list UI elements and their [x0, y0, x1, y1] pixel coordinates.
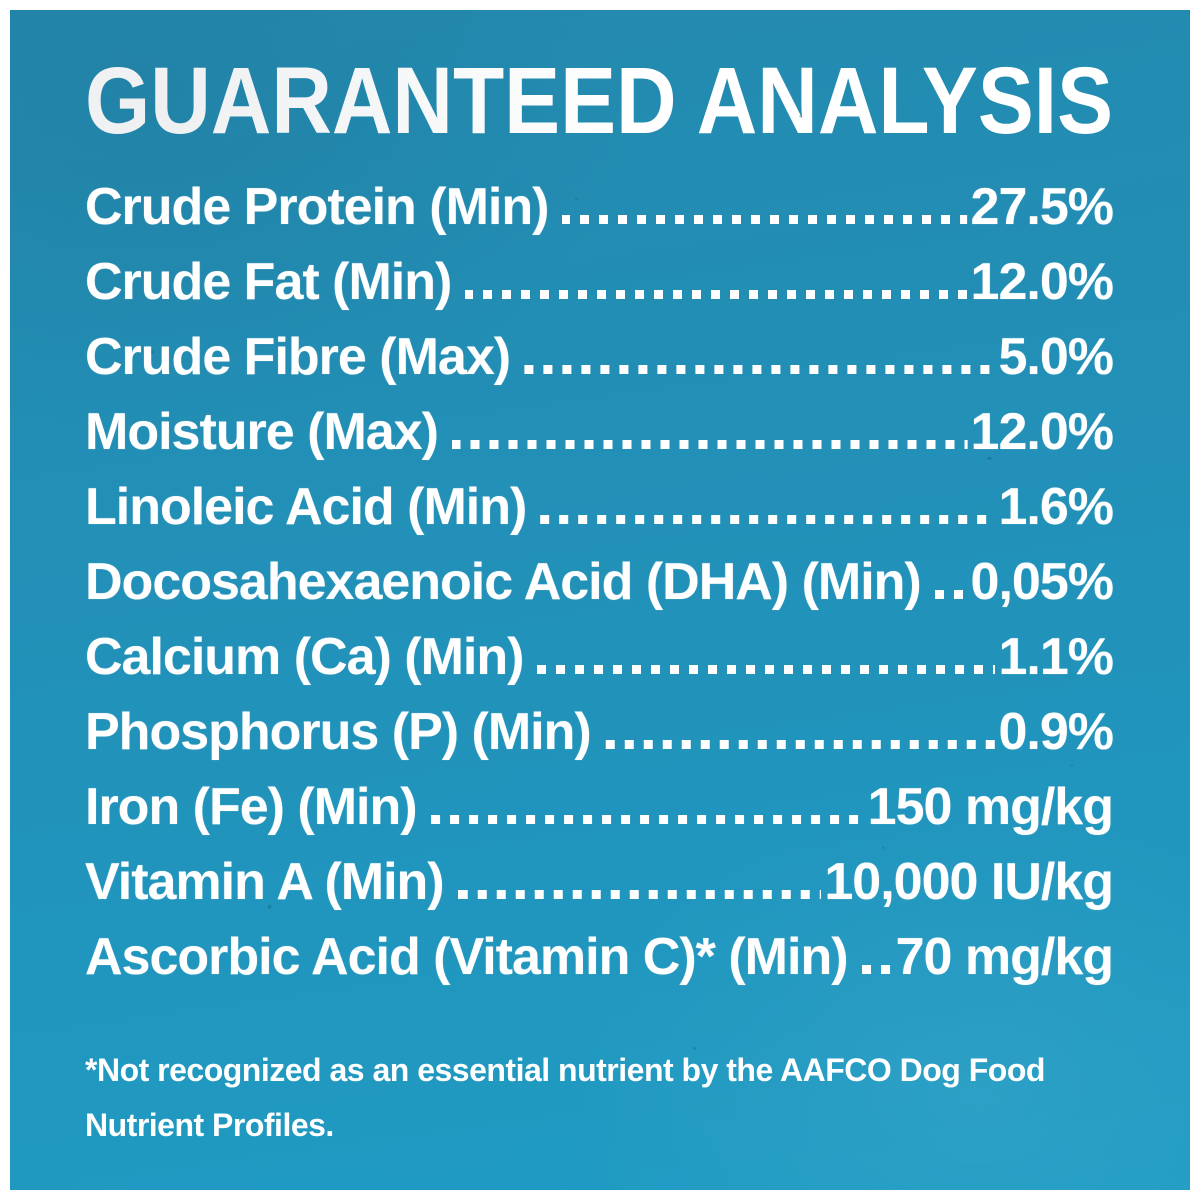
nutrient-label: Linoleic Acid (Min)	[85, 478, 527, 536]
analysis-row: Vitamin A (Min) 10,000 IU/kg	[85, 845, 1114, 920]
nutrient-value: 1.6%	[998, 478, 1114, 536]
leader-dots	[451, 440, 968, 449]
leader-dots	[524, 365, 996, 374]
nutrient-label: Crude Protein (Min)	[85, 178, 549, 236]
nutrient-label: Vitamin A (Min)	[85, 853, 445, 911]
nutrient-label: Iron (Fe) (Min)	[85, 778, 418, 836]
nutrient-value: 70 mg/kg	[895, 928, 1114, 986]
nutrient-value: 150 mg/kg	[867, 778, 1114, 836]
analysis-row: Phosphorus (P) (Min) 0.9%	[85, 695, 1114, 770]
analysis-row: Calcium (Ca) (Min) 1.1%	[85, 620, 1114, 695]
leader-dots	[562, 215, 968, 224]
nutrient-label: Crude Fibre (Max)	[85, 328, 511, 386]
leader-dots	[934, 590, 968, 599]
footnote-line-1: *Not recognized as an essential nutrient…	[85, 1052, 1045, 1088]
leader-dots	[465, 290, 968, 299]
nutrient-label: Phosphorus (P) (Min)	[85, 703, 592, 761]
leader-dots	[604, 740, 996, 749]
nutrient-label: Moisture (Max)	[85, 403, 439, 461]
nutrient-value: 0.9%	[998, 703, 1114, 761]
analysis-row: Crude Fat (Min) 12.0%	[85, 245, 1114, 320]
nutrient-value: 5.0%	[998, 328, 1114, 386]
page-title: GUARANTEED ANALYSIS	[85, 60, 1113, 138]
nutrient-label: Crude Fat (Min)	[85, 253, 452, 311]
leader-dots	[430, 815, 865, 824]
nutrient-value: 1.1%	[998, 628, 1114, 686]
leader-dots	[540, 515, 996, 524]
nutrient-label: Calcium (Ca) (Min)	[85, 628, 524, 686]
analysis-row: Iron (Fe) (Min) 150 mg/kg	[85, 770, 1114, 845]
footnote: *Not recognized as an essential nutrient…	[85, 1043, 1113, 1153]
nutrient-value: 12.0%	[970, 403, 1114, 461]
analysis-row: Crude Fibre (Max) 5.0%	[85, 320, 1114, 395]
analysis-table: Crude Protein (Min) 27.5% Crude Fat (Min…	[85, 170, 1114, 995]
analysis-row: Ascorbic Acid (Vitamin C)* (Min) 70 mg/k…	[85, 920, 1114, 995]
analysis-row: Crude Protein (Min) 27.5%	[85, 170, 1114, 245]
guaranteed-analysis-label: GUARANTEED ANALYSIS Crude Protein (Min) …	[10, 10, 1190, 1190]
nutrient-value: 12.0%	[970, 253, 1114, 311]
leader-dots	[861, 965, 893, 974]
leader-dots	[537, 665, 996, 674]
analysis-row: Moisture (Max) 12.0%	[85, 395, 1114, 470]
nutrient-value: 0,05%	[970, 553, 1114, 611]
nutrient-label: Docosahexaenoic Acid (DHA) (Min)	[85, 553, 922, 611]
analysis-row: Docosahexaenoic Acid (DHA) (Min) 0,05%	[85, 545, 1114, 620]
nutrient-label: Ascorbic Acid (Vitamin C)* (Min)	[85, 928, 849, 986]
page-title-text: GUARANTEED ANALYSIS	[85, 60, 1113, 138]
leader-dots	[457, 890, 822, 899]
footnote-line-2: Nutrient Profiles.	[85, 1107, 334, 1143]
analysis-row: Linoleic Acid (Min) 1.6%	[85, 470, 1114, 545]
nutrient-value: 27.5%	[970, 178, 1114, 236]
nutrient-value: 10,000 IU/kg	[824, 853, 1114, 911]
